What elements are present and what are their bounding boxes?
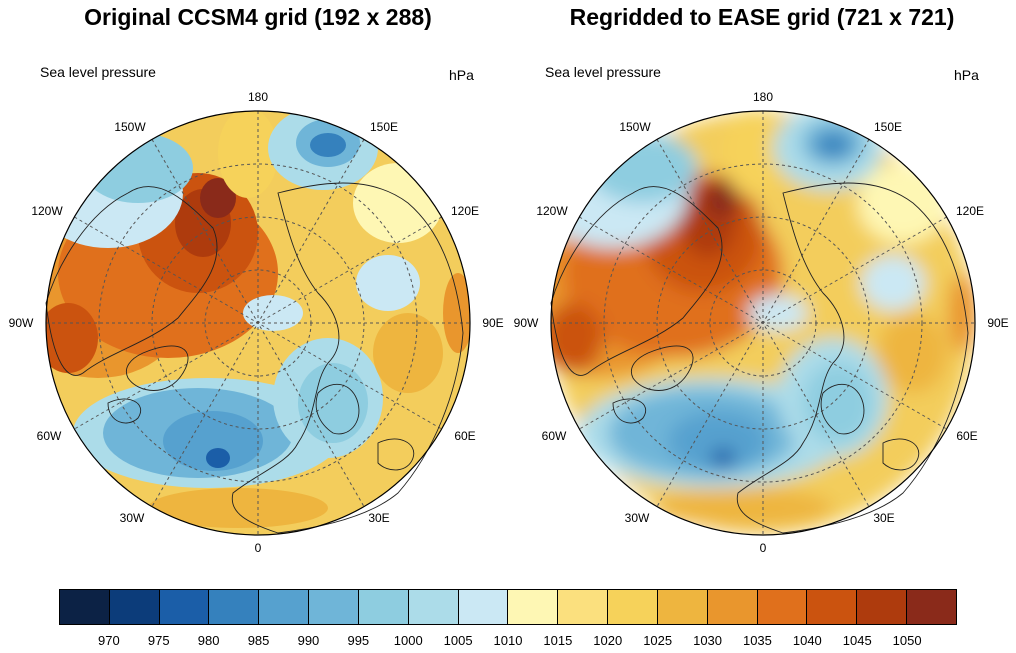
colorbar-tick-label: 1050	[892, 633, 922, 648]
colorbar-swatch	[309, 590, 359, 624]
left-panel-title: Original CCSM4 grid (192 x 288)	[84, 4, 432, 30]
lon-label-0: 0	[759, 541, 767, 555]
lon-label-30w: 30W	[624, 511, 650, 525]
colorbar-swatch	[857, 590, 908, 624]
colorbar-swatch	[757, 590, 808, 624]
colorbar-swatch	[60, 590, 110, 624]
colorbar-tick-label: 1040	[792, 633, 822, 648]
colorbar-swatch	[209, 590, 260, 624]
lon-label-0: 0	[254, 541, 262, 555]
lon-label-60e: 60E	[956, 429, 978, 443]
left-variable-label: Sea level pressure	[40, 64, 156, 80]
lon-label-150e: 150E	[369, 120, 399, 134]
lon-label-180: 180	[752, 90, 774, 104]
colorbar-swatch	[159, 590, 210, 624]
colorbar-swatch	[358, 590, 409, 624]
right-panel-title: Regridded to EASE grid (721 x 721)	[569, 4, 955, 30]
colorbar-tick-label: 1030	[693, 633, 723, 648]
colorbar-tick-label: 970	[98, 633, 120, 648]
lon-label-90e: 90E	[482, 316, 504, 330]
colorbar	[59, 589, 957, 625]
lon-label-150e: 150E	[873, 120, 903, 134]
colorbar-tick-label: 1010	[493, 633, 523, 648]
colorbar-swatch	[608, 590, 658, 624]
colorbar-tick-label: 1015	[543, 633, 573, 648]
lon-label-60w: 60W	[36, 429, 62, 443]
colorbar-tick-label: 985	[247, 633, 270, 648]
lon-label-60e: 60E	[454, 429, 476, 443]
left-units-label: hPa	[449, 67, 474, 83]
lon-label-150w: 150W	[114, 120, 146, 134]
lon-label-120w: 120W	[31, 204, 63, 218]
colorbar-swatch	[408, 590, 459, 624]
right-variable-label: Sea level pressure	[545, 64, 661, 80]
lon-label-30w: 30W	[119, 511, 145, 525]
colorbar-tick-label: 1045	[842, 633, 872, 648]
colorbar-swatch	[558, 590, 609, 624]
colorbar-swatch	[109, 590, 160, 624]
lon-label-180: 180	[247, 90, 269, 104]
colorbar-swatch	[458, 590, 509, 624]
lon-label-120w: 120W	[536, 204, 568, 218]
colorbar-tick-label: 1005	[443, 633, 473, 648]
right-polar-map	[551, 111, 975, 535]
lon-label-30e: 30E	[368, 511, 390, 525]
lon-label-90e: 90E	[987, 316, 1009, 330]
colorbar-tick-label: 1020	[593, 633, 623, 648]
colorbar-tick-label: 975	[147, 633, 170, 648]
colorbar-tick-label: 995	[347, 633, 370, 648]
colorbar-tick-label: 1035	[742, 633, 772, 648]
colorbar-swatch	[259, 590, 310, 624]
right-units-label: hPa	[954, 67, 979, 83]
colorbar-tick-label: 980	[197, 633, 220, 648]
lon-label-120e: 120E	[450, 204, 480, 218]
colorbar-tick-label: 1025	[643, 633, 673, 648]
colorbar-tick-label: 1000	[393, 633, 423, 648]
colorbar-swatch	[807, 590, 858, 624]
lon-label-90w: 90W	[8, 316, 34, 330]
lon-label-120e: 120E	[955, 204, 985, 218]
lon-label-60w: 60W	[541, 429, 567, 443]
colorbar-swatch	[907, 590, 956, 624]
lon-label-30e: 30E	[873, 511, 895, 525]
lon-label-90w: 90W	[513, 316, 539, 330]
colorbar-swatch	[657, 590, 708, 624]
lon-label-150w: 150W	[619, 120, 651, 134]
colorbar-swatch	[707, 590, 758, 624]
colorbar-swatch	[508, 590, 559, 624]
colorbar-tick-label: 990	[297, 633, 320, 648]
left-polar-map	[46, 111, 470, 535]
